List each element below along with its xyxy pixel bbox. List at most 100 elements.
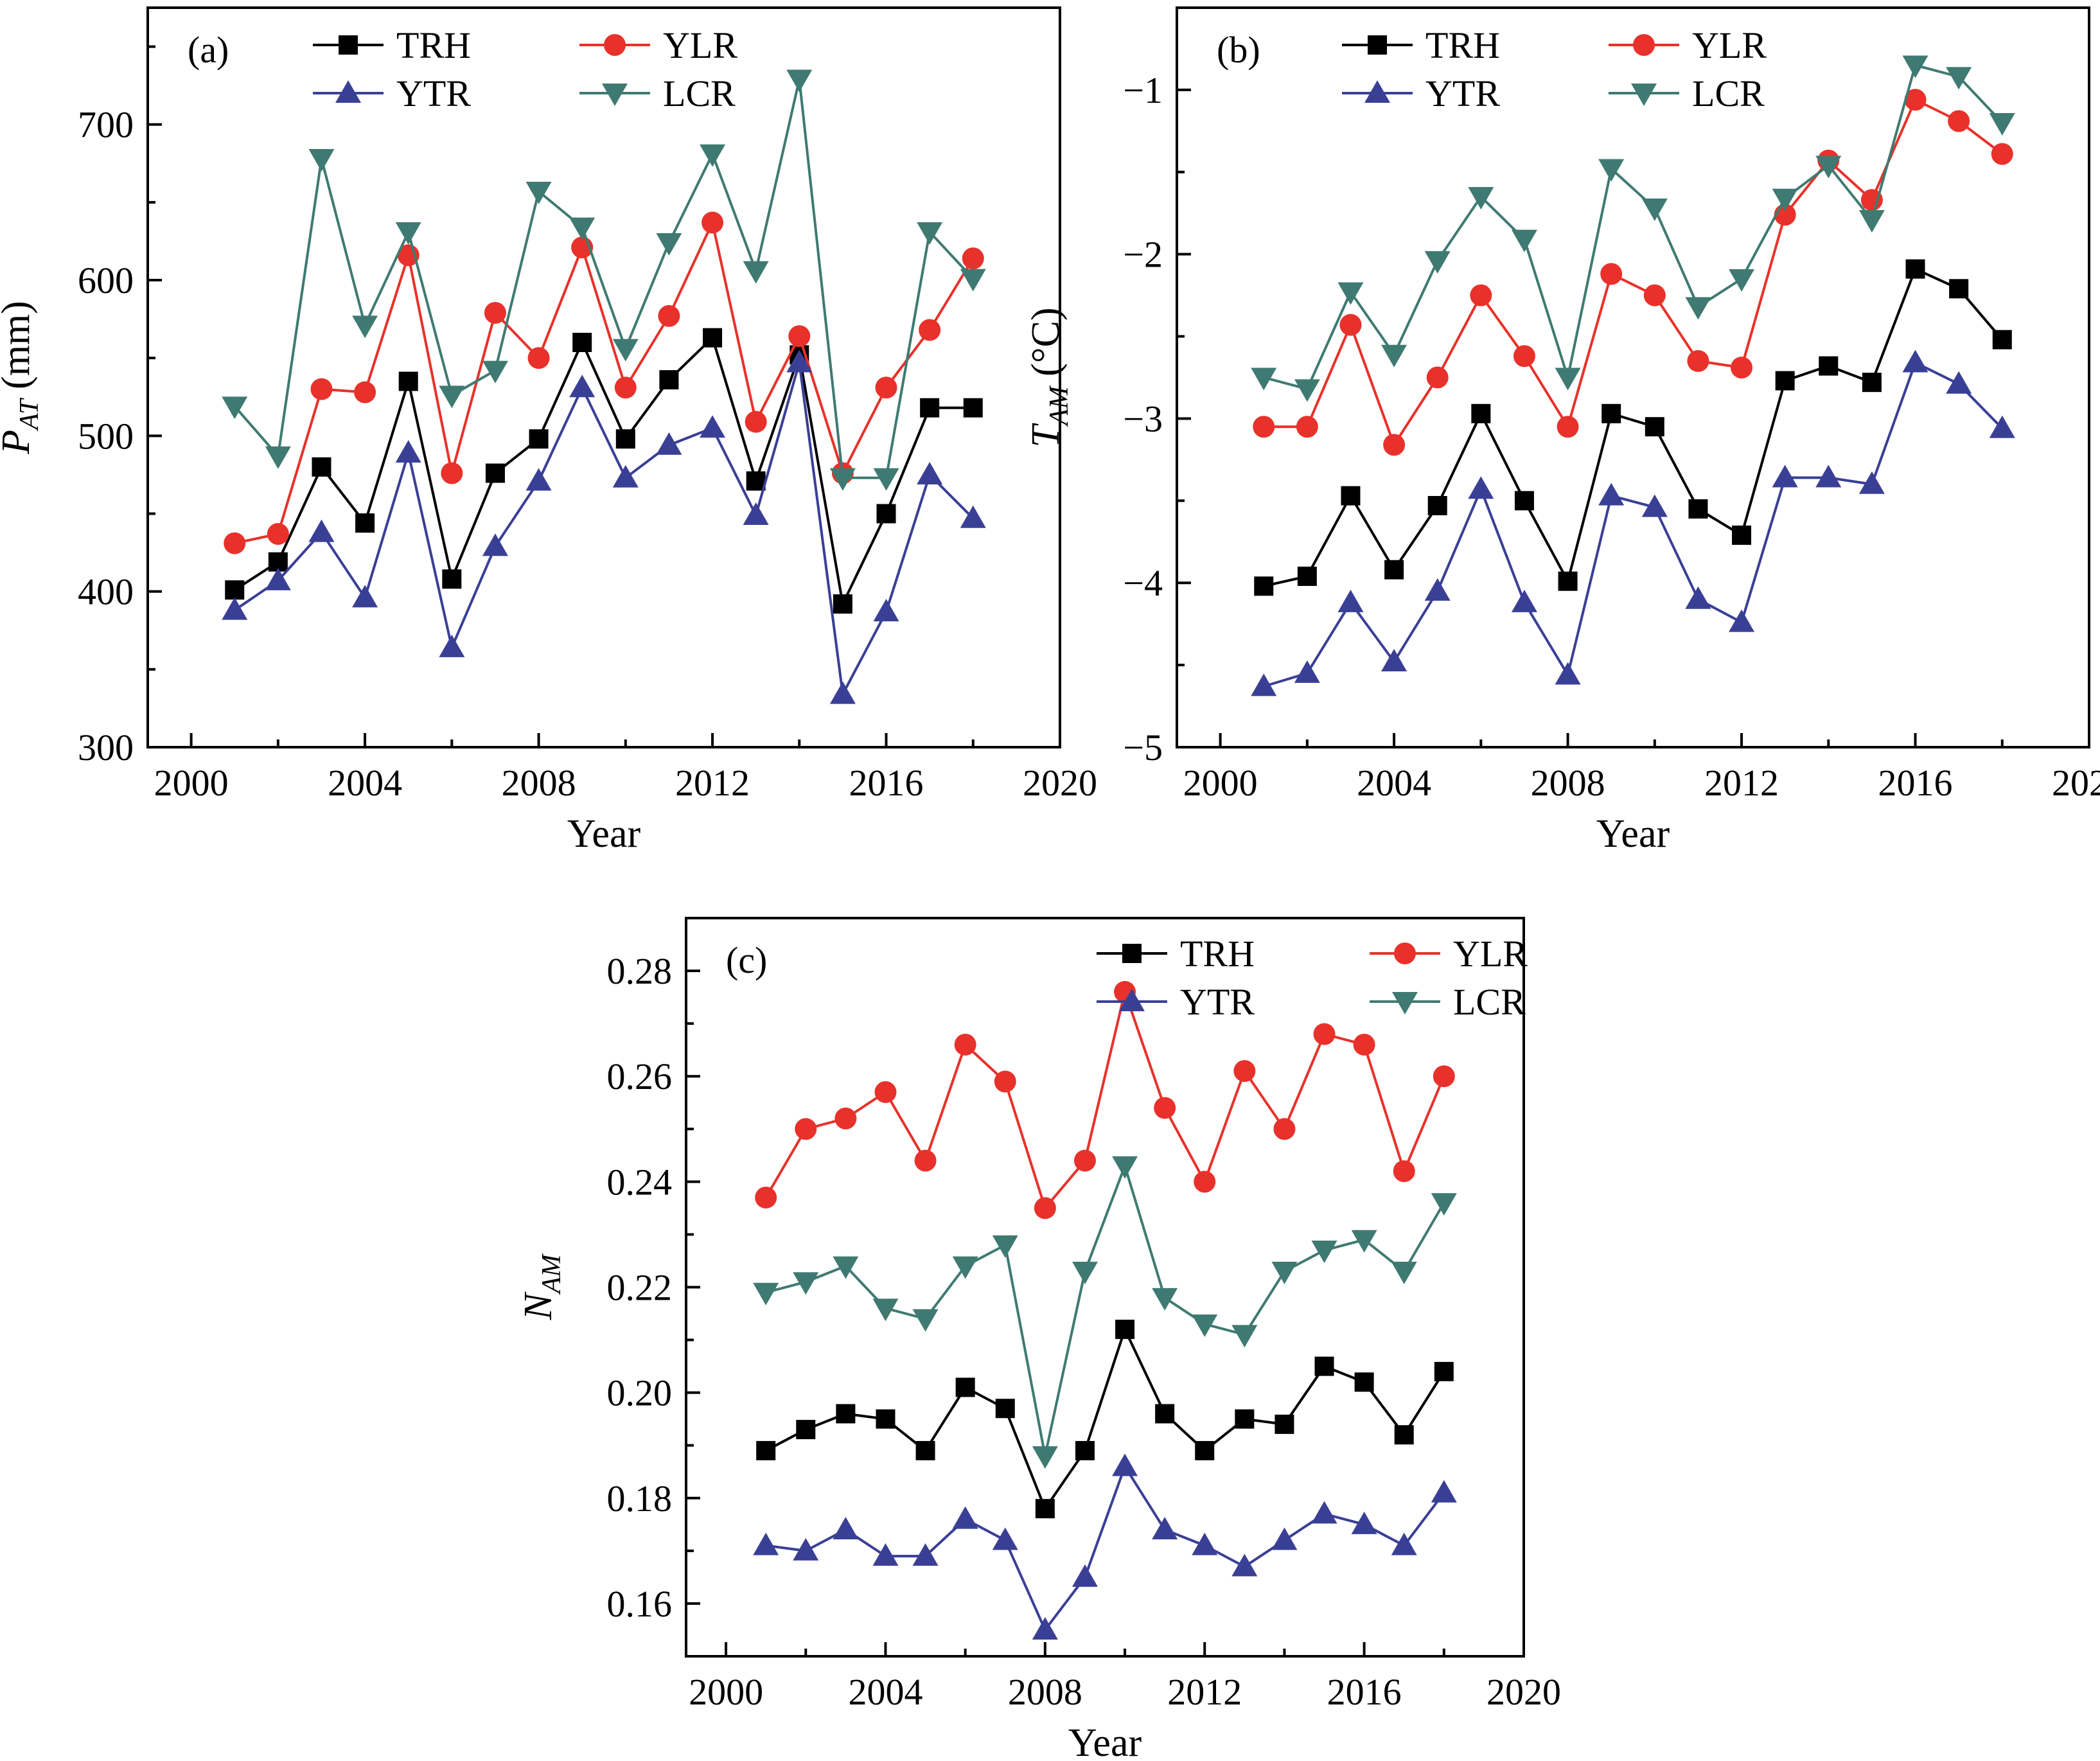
panel-label: (a) [188,29,229,71]
data-point-lcr [1032,1446,1058,1469]
legend-label: YTR [1180,981,1255,1023]
data-point-ytr [656,432,682,455]
data-point-trh [1354,1372,1374,1392]
data-point-lcr [1946,67,1972,90]
legend-marker [1364,80,1391,103]
data-point-ylr [1687,350,1709,372]
data-point-ylr [224,532,246,554]
data-point-ytr [1152,1517,1178,1540]
data-point-ylr [1154,1097,1176,1119]
data-point-lcr [1815,155,1842,179]
legend: TRH YLR YTR LCR [1096,933,1528,1023]
legend-item-ytr: YTR [313,73,471,114]
x-tick-label: 2020 [1487,1671,1561,1713]
series-ytr [753,1453,1457,1640]
legend-item-lcr: LCR [1609,73,1765,114]
legend-label: LCR [663,73,736,114]
x-axis-title: Year [1068,1721,1142,1761]
data-point-ylr [1273,1118,1296,1140]
data-point-lcr [1192,1314,1218,1337]
legend-marker [1633,34,1655,56]
data-point-trh [1862,373,1882,393]
data-point-lcr [743,261,769,284]
data-point-ylr [1194,1171,1216,1193]
series-trh [1254,259,2012,596]
legend: TRH YLR YTR LCR [1342,24,1767,114]
y-axis-title-unit: (°C) [1024,307,1068,386]
data-point-lcr [786,69,813,93]
data-point-ylr [1393,1160,1415,1182]
series-line-ytr [1263,361,2004,688]
data-point-trh [529,429,549,449]
x-tick-label: 2012 [675,762,750,804]
data-point-trh [1819,356,1839,376]
data-point-lcr [1381,344,1407,367]
data-point-lcr [395,222,421,245]
data-point-lcr [753,1282,779,1305]
data-point-lcr [1685,297,1711,320]
data-point-lcr [992,1235,1018,1258]
legend-item-ytr: YTR [1342,73,1500,114]
data-point-ylr [834,1107,857,1129]
data-point-ytr [1729,609,1755,632]
x-axis-title: Year [567,812,641,856]
data-point-ytr [1946,371,1972,394]
data-point-ytr [1511,589,1537,612]
panel-label: (c) [726,939,767,981]
data-point-ytr [1685,586,1711,609]
x-tick-label: 2020 [1023,762,1097,804]
series-ytr [222,350,986,704]
y-tick-label: −3 [1123,398,1163,439]
y-tick-label: −2 [1123,234,1163,276]
x-tick-label: 2008 [1531,762,1605,804]
data-point-ylr [1353,1033,1375,1056]
data-point-ytr [482,533,508,556]
data-point-ylr [267,523,289,545]
data-point-trh [1905,259,1925,279]
legend-item-ylr: YLR [1609,24,1767,66]
data-point-lcr [1989,113,2015,136]
data-point-trh [1314,1356,1334,1376]
y-tick-label: −5 [1123,727,1163,768]
data-point-trh [920,398,940,418]
data-point-trh [442,569,462,589]
series-lcr [753,1156,1457,1469]
data-point-ylr [484,301,506,324]
legend-label: TRH [1180,933,1255,975]
data-point-ytr [439,634,465,657]
legend-marker [604,34,626,56]
data-point-trh [1254,576,1274,596]
data-point-ylr [788,325,811,348]
data-point-ylr [1513,345,1535,367]
data-point-ytr [1468,476,1494,499]
series-trh [756,1320,1454,1519]
y-axis-title-subscript: AT [15,398,44,432]
x-tick-label: 2000 [154,762,229,804]
x-tick-label: 2020 [2052,762,2100,804]
data-point-ytr [1431,1480,1457,1503]
legend-label: YLR [1453,933,1528,975]
data-point-trh [1394,1425,1414,1445]
data-point-ytr [753,1532,779,1555]
data-point-lcr [1424,251,1451,274]
data-point-trh [398,371,418,391]
data-point-ylr [614,376,637,399]
data-point-trh [1949,279,1969,299]
data-point-ylr [994,1070,1016,1093]
legend-label: YTR [396,73,471,114]
data-point-ytr [1072,1564,1098,1587]
data-point-ytr [1294,660,1320,683]
data-point-trh [1732,526,1752,545]
data-point-lcr [1641,199,1668,222]
data-point-ylr [954,1033,976,1056]
legend-marker [1391,992,1418,1014]
y-axis-title-main: P [0,430,38,455]
y-tick-label: 600 [78,260,134,301]
data-point-trh [1471,403,1491,423]
data-point-trh [796,1420,816,1440]
data-point-ylr [441,462,463,484]
data-point-ytr [1351,1511,1377,1534]
y-tick-label: 500 [78,415,134,457]
data-point-lcr [1311,1241,1337,1264]
